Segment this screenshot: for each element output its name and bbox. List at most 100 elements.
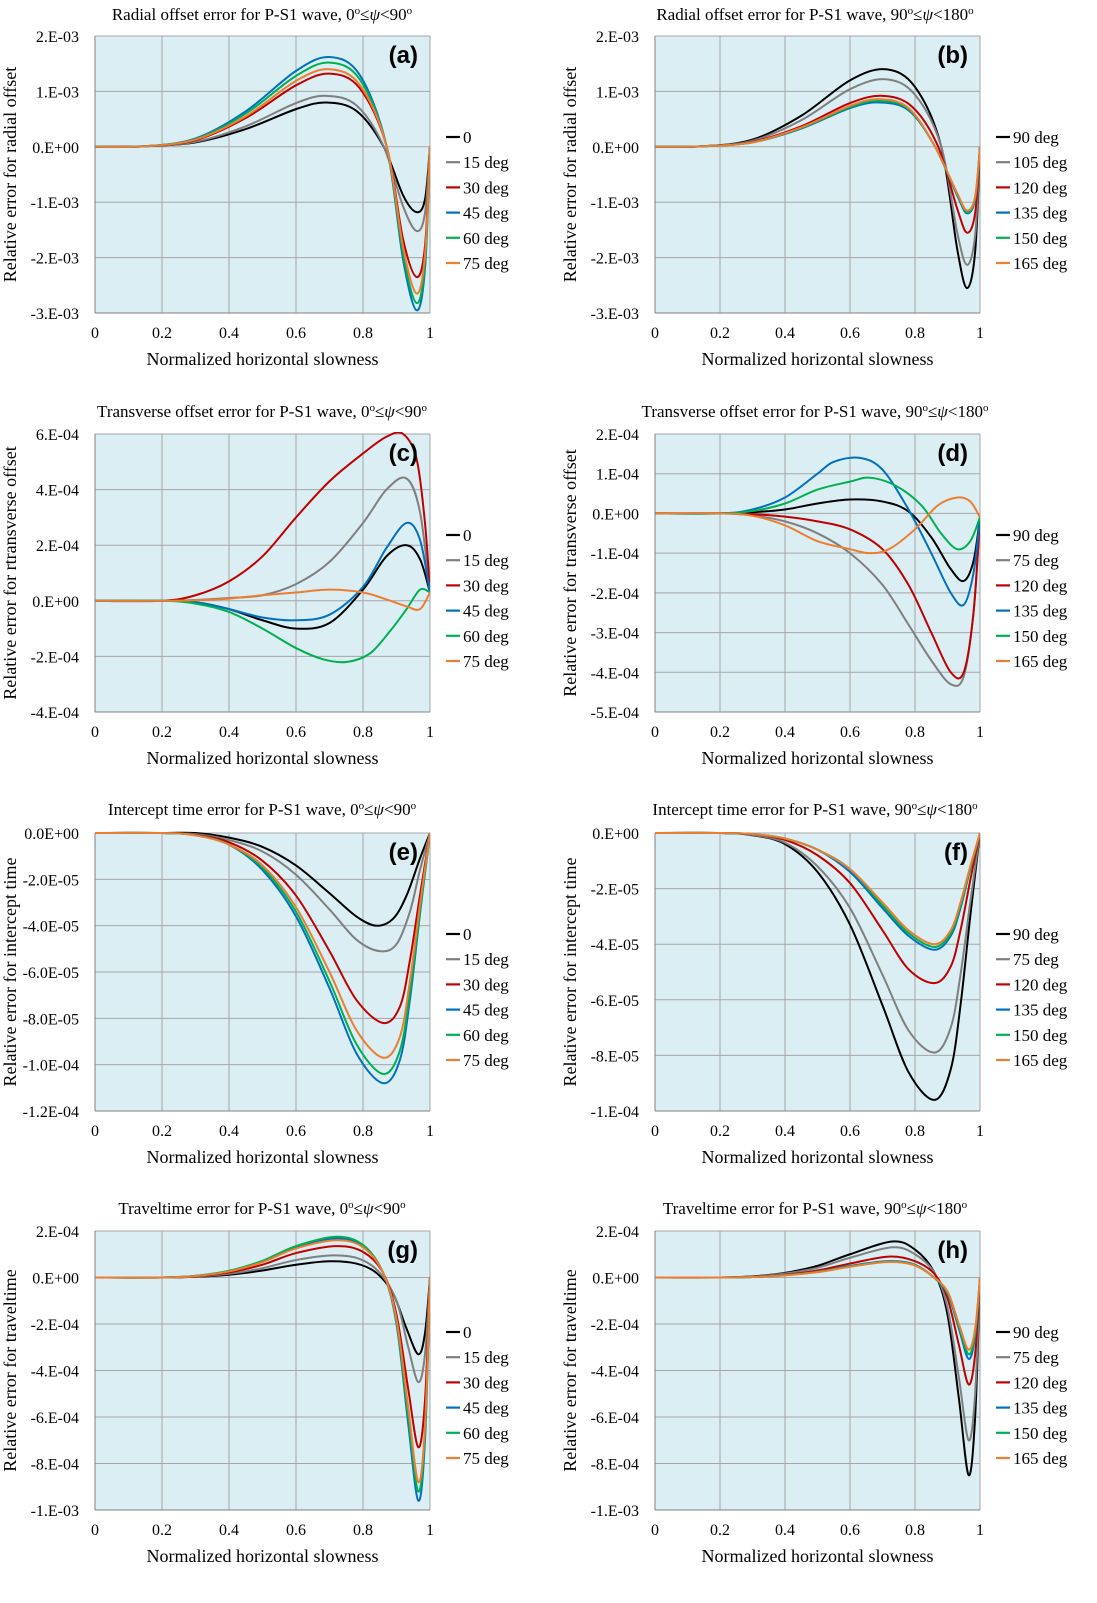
y-tick-label: -2.E-03 — [31, 251, 79, 268]
y-axis-label: Relative error for radial offset — [0, 67, 20, 283]
legend-item: 75 deg — [1013, 1348, 1059, 1367]
x-tick-label: 0 — [91, 325, 99, 342]
chart-title: Traveltime error for P-S1 wave, 0o≤ψ<90o — [118, 1199, 406, 1218]
y-tick-label: -1.E-04 — [591, 546, 639, 563]
legend-item: 60 deg — [463, 229, 509, 248]
y-tick-label: 0.E+00 — [592, 140, 639, 157]
x-tick-label: 0.8 — [353, 325, 373, 342]
y-tick-label: 2.E-04 — [596, 427, 639, 444]
y-tick-label: 1.E-04 — [596, 467, 639, 484]
y-tick-label: 0.E+00 — [32, 1271, 79, 1288]
y-tick-label: 0.E+00 — [592, 506, 639, 523]
legend-item: 30 deg — [463, 1373, 509, 1392]
x-tick-label: 0.4 — [219, 1123, 239, 1140]
y-tick-label: -8.E-05 — [591, 1048, 639, 1065]
series-line-6 — [95, 68, 430, 295]
legend-item: 60 deg — [463, 1424, 509, 1443]
x-tick-label: 0.8 — [905, 1522, 925, 1539]
x-tick-label: 1 — [976, 724, 984, 741]
y-tick-label: -2.E-04 — [31, 1317, 79, 1334]
y-tick-label: -1.2E-04 — [23, 1104, 79, 1121]
x-tick-label: 0.8 — [353, 724, 373, 741]
chart-panel-g: 0 0.2 0.4 0.6 0.8 1 2.E-04 0.E+00 -2.E-04 -4.E-04… — [0, 1199, 509, 1566]
y-tick-label: 2.E-04 — [596, 1224, 639, 1241]
x-tick-label: 1 — [426, 724, 434, 741]
legend-item: 75 deg — [463, 1051, 509, 1070]
legend-item: 165 deg — [1013, 1051, 1068, 1070]
legend-item: 0 — [463, 1323, 472, 1342]
x-tick-label: 0 — [651, 1123, 659, 1140]
plot-area — [95, 36, 430, 313]
y-tick-label: -3.E-04 — [591, 626, 639, 643]
legend-item: 150 deg — [1013, 1026, 1068, 1045]
chart-panel-f: 0 0.2 0.4 0.6 0.8 1 0.E+00 -2.E-05 -4.E-05 -6.E-0… — [560, 800, 1068, 1167]
x-tick-label: 0.4 — [775, 1522, 795, 1539]
legend-item: 90 deg — [1013, 925, 1059, 944]
series-line-3 — [655, 512, 980, 680]
x-tick-label: 0 — [91, 1522, 99, 1539]
y-tick-label: -8.0E-05 — [23, 1011, 79, 1028]
y-tick-label: -2.E-04 — [591, 1317, 639, 1334]
x-axis-label: Normalized horizontal slowness — [147, 1147, 379, 1167]
series-line-6 — [655, 831, 980, 946]
legend-item: 150 deg — [1013, 627, 1068, 646]
legend-item: 150 deg — [1013, 229, 1068, 248]
legend-item: 75 deg — [1013, 551, 1059, 570]
x-tick-label: 0.6 — [840, 1123, 860, 1140]
y-tick-label: -4.E-04 — [31, 1364, 79, 1381]
chart-title: Transverse offset error for P-S1 wave, 9… — [642, 402, 989, 421]
series-line-4 — [655, 456, 980, 607]
x-tick-label: 0.6 — [286, 724, 306, 741]
y-tick-label: -1.E-03 — [591, 1503, 639, 1520]
legend-item: 165 deg — [1013, 254, 1068, 273]
panel-label: (g) — [387, 1237, 418, 1264]
legend-item: 0 — [463, 526, 472, 545]
series-line-6 — [95, 588, 430, 611]
chart-panel-d: 0 0.2 0.4 0.6 0.8 1 2.E-04 1.E-04 0.E+00 -1.E-04 -… — [560, 402, 1068, 768]
y-tick-label: 0.E+00 — [592, 826, 639, 843]
series-line-6 — [655, 98, 980, 212]
y-tick-label: -3.E-03 — [31, 306, 79, 323]
y-tick-label: -1.E-03 — [591, 195, 639, 212]
y-tick-label: 2.E-03 — [596, 29, 639, 46]
x-tick-label: 0.8 — [353, 1522, 373, 1539]
y-tick-label: -6.E-05 — [591, 993, 639, 1010]
legend-item: 75 deg — [1013, 950, 1059, 969]
chart-panel-a: 0 0.2 0.4 0.6 0.8 1 2.E-03 1.E-03 0.E+00 -1.E-03 -… — [0, 5, 509, 369]
x-tick-label: 0.4 — [775, 724, 795, 741]
legend-item: 30 deg — [463, 576, 509, 595]
y-tick-label: 2.E-04 — [36, 538, 79, 555]
x-tick-label: 0.2 — [710, 1522, 730, 1539]
legend-item: 165 deg — [1013, 1449, 1068, 1468]
legend-item: 45 deg — [463, 1001, 509, 1020]
x-tick-label: 1 — [426, 325, 434, 342]
legend-item: 45 deg — [463, 602, 509, 621]
y-tick-label: -4.E-04 — [591, 665, 639, 682]
chart-title: Radial offset error for P-S1 wave, 0o≤ψ<… — [112, 5, 413, 24]
legend-item: 30 deg — [463, 178, 509, 197]
y-tick-label: 0.E+00 — [32, 140, 79, 157]
plot-area — [655, 833, 980, 1111]
y-axis-label: Relative error for traveltime — [560, 1269, 580, 1471]
plot-area — [95, 434, 430, 712]
y-tick-label: -1.E-03 — [31, 195, 79, 212]
y-axis-label: Relative error for intercept time — [560, 858, 580, 1087]
y-tick-label: -2.E-05 — [591, 882, 639, 899]
x-tick-label: 0.8 — [905, 1123, 925, 1140]
panel-label: (b) — [937, 42, 968, 69]
legend-item: 105 deg — [1013, 153, 1068, 172]
x-axis-label: Normalized horizontal slowness — [702, 1546, 934, 1566]
x-tick-label: 0.6 — [840, 1522, 860, 1539]
plot-area — [655, 36, 980, 313]
y-axis-label: Relative error for intercept time — [0, 858, 20, 1087]
series-line-4 — [95, 521, 430, 622]
y-tick-label: 2.E-03 — [36, 29, 79, 46]
series-line-1 — [655, 68, 980, 290]
x-tick-label: 0 — [651, 325, 659, 342]
x-tick-label: 0.4 — [219, 1522, 239, 1539]
y-tick-label: -4.E-04 — [591, 1364, 639, 1381]
x-tick-label: 0.6 — [840, 325, 860, 342]
y-tick-label: -6.0E-05 — [23, 965, 79, 982]
y-tick-label: -1.E-04 — [591, 1104, 639, 1121]
